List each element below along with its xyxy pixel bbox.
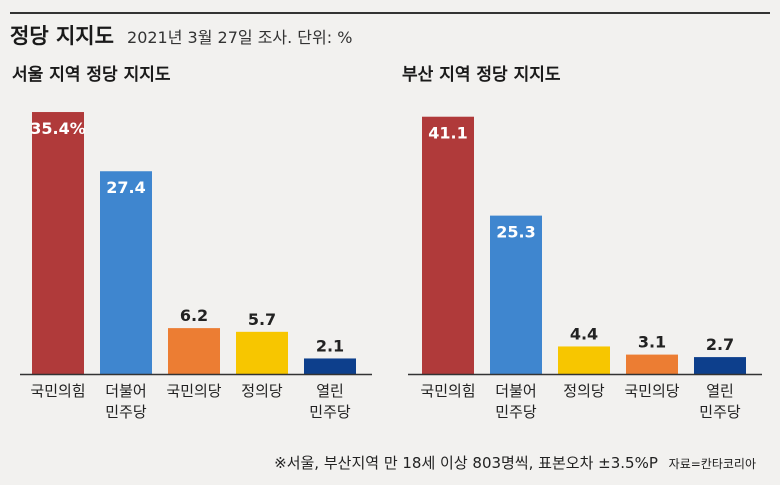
data-label: 27.4 xyxy=(106,178,145,197)
data-label: 6.2 xyxy=(180,306,208,325)
footnote-text: ※서울, 부산지역 만 18세 이상 803명씩, 표본오차 ±3.5%P xyxy=(274,454,658,472)
category-label: 열린 민주당 xyxy=(699,382,741,421)
chart-title: 정당 지지도 xyxy=(10,24,114,48)
bar xyxy=(626,354,678,374)
category-label: 더불어 민주당 xyxy=(105,382,147,421)
category-label: 정의당 xyxy=(241,382,283,400)
data-label: 2.7 xyxy=(706,335,734,354)
data-label: 2.1 xyxy=(316,336,344,355)
bar xyxy=(558,346,610,374)
data-label: 3.1 xyxy=(638,333,666,352)
top-rule xyxy=(10,12,770,14)
category-label: 국민의당 xyxy=(166,382,221,400)
category-label: 국민의힘 xyxy=(30,382,85,400)
chart-2-title: 부산 지역 정당 지지도 xyxy=(402,65,561,85)
category-label: 열린 민주당 xyxy=(309,382,351,421)
category-label: 국민의힘 xyxy=(420,382,475,400)
footnote: ※서울, 부산지역 만 18세 이상 803명씩, 표본오차 ±3.5%P 자료… xyxy=(274,452,756,473)
bar xyxy=(236,331,288,374)
data-label: 5.7 xyxy=(248,310,276,329)
bar xyxy=(168,328,220,374)
data-label: 41.1 xyxy=(428,124,467,143)
data-label: 25.3 xyxy=(496,223,535,242)
chart-2: 부산 지역 정당 지지도 41.1 국민의힘 25.3 더불어 민주당 4.4 정의당 3.1 국… xyxy=(402,65,762,421)
chart-1-title: 서울 지역 정당 지지도 xyxy=(12,65,171,85)
category-label: 국민의당 xyxy=(624,382,679,400)
bar xyxy=(304,358,356,374)
bar xyxy=(490,215,542,374)
bar xyxy=(694,357,746,374)
bar xyxy=(32,112,84,374)
chart-subtitle: 2021년 3월 27일 조사. 단위: % xyxy=(127,28,353,47)
data-label: 35.4% xyxy=(30,119,86,138)
data-label: 4.4 xyxy=(570,324,598,343)
bar xyxy=(100,171,152,374)
chart-1: 서울 지역 정당 지지도 35.4% 국민의힘 27.4 더불어 민주당 6.2 국민의당 5.… xyxy=(12,65,372,421)
category-label: 더불어 민주당 xyxy=(495,382,537,421)
bar xyxy=(422,116,474,375)
source-credit: 자료=칸타코리아 xyxy=(668,457,756,471)
category-label: 정의당 xyxy=(563,382,605,400)
header: 정당 지지도 2021년 3월 27일 조사. 단위: % xyxy=(10,20,352,50)
